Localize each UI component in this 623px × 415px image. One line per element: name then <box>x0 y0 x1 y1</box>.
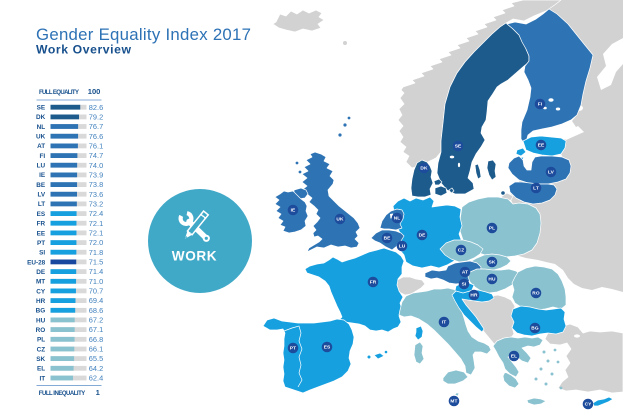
svg-text:76.7: 76.7 <box>89 122 103 131</box>
svg-text:74.7: 74.7 <box>89 151 103 160</box>
svg-text:EE: EE <box>538 143 545 149</box>
svg-text:ES: ES <box>37 211 46 218</box>
svg-text:DE: DE <box>419 233 427 239</box>
svg-text:62.4: 62.4 <box>89 374 103 383</box>
svg-text:UK: UK <box>36 134 46 141</box>
svg-text:72.1: 72.1 <box>89 229 103 238</box>
svg-text:100: 100 <box>88 87 101 96</box>
svg-text:70.7: 70.7 <box>89 287 103 296</box>
svg-text:66.1: 66.1 <box>89 345 103 354</box>
svg-text:LU: LU <box>37 163 46 170</box>
svg-text:71.8: 71.8 <box>89 248 103 257</box>
svg-text:69.4: 69.4 <box>89 296 103 305</box>
svg-text:67.2: 67.2 <box>89 316 103 325</box>
svg-text:BE: BE <box>384 236 392 242</box>
svg-text:SE: SE <box>37 105 46 112</box>
svg-text:Work Overview: Work Overview <box>36 43 132 57</box>
svg-text:IT: IT <box>442 320 446 326</box>
svg-text:PT: PT <box>37 240 45 247</box>
svg-text:66.8: 66.8 <box>89 335 103 344</box>
svg-text:FR: FR <box>370 280 377 286</box>
svg-text:AT: AT <box>37 143 45 150</box>
svg-text:BG: BG <box>36 308 46 315</box>
svg-text:82.6: 82.6 <box>89 103 103 112</box>
svg-text:HR: HR <box>470 293 478 299</box>
svg-text:HU: HU <box>488 277 496 283</box>
svg-text:BE: BE <box>36 182 46 189</box>
svg-text:MT: MT <box>450 399 457 405</box>
svg-text:IT: IT <box>40 375 46 382</box>
svg-text:SK: SK <box>36 356 45 363</box>
svg-text:72.4: 72.4 <box>89 209 103 218</box>
svg-text:76.1: 76.1 <box>89 142 103 151</box>
svg-text:HR: HR <box>36 298 46 305</box>
svg-text:71.4: 71.4 <box>89 267 103 276</box>
svg-text:EE: EE <box>37 230 46 237</box>
svg-text:SK: SK <box>489 260 496 266</box>
svg-text:Gender Equality Index 2017: Gender Equality Index 2017 <box>36 25 251 44</box>
svg-text:FULL EQUALITY: FULL EQUALITY <box>39 90 79 96</box>
svg-text:LT: LT <box>38 201 45 208</box>
svg-text:ES: ES <box>324 345 331 351</box>
svg-text:DK: DK <box>36 114 46 121</box>
svg-text:SI: SI <box>462 282 467 288</box>
svg-text:AT: AT <box>462 270 468 276</box>
svg-text:PT: PT <box>290 346 296 352</box>
svg-text:LT: LT <box>533 186 539 192</box>
svg-text:73.8: 73.8 <box>89 180 103 189</box>
svg-text:LV: LV <box>548 170 555 176</box>
svg-text:CZ: CZ <box>37 346 46 353</box>
svg-text:DK: DK <box>420 166 428 172</box>
svg-text:IE: IE <box>291 208 296 214</box>
svg-text:EL: EL <box>511 354 517 360</box>
svg-text:73.9: 73.9 <box>89 171 103 180</box>
svg-text:MT: MT <box>36 279 45 286</box>
svg-text:76.6: 76.6 <box>89 132 103 141</box>
svg-text:IE: IE <box>39 172 46 179</box>
svg-text:74.0: 74.0 <box>89 161 103 170</box>
svg-text:79.2: 79.2 <box>89 113 103 122</box>
svg-text:CY: CY <box>36 288 46 295</box>
svg-text:73.6: 73.6 <box>89 190 103 199</box>
svg-text:FR: FR <box>37 221 46 228</box>
svg-text:DE: DE <box>36 269 46 276</box>
svg-text:68.6: 68.6 <box>89 306 103 315</box>
svg-text:71.5: 71.5 <box>89 258 103 267</box>
svg-text:SE: SE <box>455 144 462 150</box>
svg-text:FI: FI <box>538 102 543 108</box>
svg-text:FULL INEQUALITY: FULL INEQUALITY <box>39 391 86 397</box>
svg-text:WORK: WORK <box>172 248 217 263</box>
svg-text:72.0: 72.0 <box>89 238 103 247</box>
svg-text:HU: HU <box>36 317 46 324</box>
svg-text:SI: SI <box>39 250 45 257</box>
svg-text:EU-28: EU-28 <box>27 259 46 266</box>
svg-text:PL: PL <box>489 226 495 232</box>
svg-text:NL: NL <box>37 124 46 131</box>
svg-text:NL: NL <box>394 216 401 222</box>
svg-text:73.2: 73.2 <box>89 200 103 209</box>
svg-text:LU: LU <box>399 244 406 250</box>
svg-text:EL: EL <box>37 366 45 373</box>
svg-text:67.1: 67.1 <box>89 325 103 334</box>
svg-text:LV: LV <box>37 192 45 199</box>
svg-text:UK: UK <box>336 217 344 223</box>
svg-text:64.2: 64.2 <box>89 364 103 373</box>
svg-text:FI: FI <box>40 153 46 160</box>
svg-text:65.5: 65.5 <box>89 354 103 363</box>
svg-text:72.1: 72.1 <box>89 219 103 228</box>
svg-text:CZ: CZ <box>458 248 465 254</box>
svg-text:RO: RO <box>532 291 540 297</box>
svg-text:PL: PL <box>37 337 45 344</box>
svg-text:BG: BG <box>531 326 539 332</box>
svg-text:1: 1 <box>96 388 101 397</box>
svg-text:71.0: 71.0 <box>89 277 103 286</box>
svg-text:RO: RO <box>36 327 46 334</box>
svg-text:CY: CY <box>585 402 593 408</box>
